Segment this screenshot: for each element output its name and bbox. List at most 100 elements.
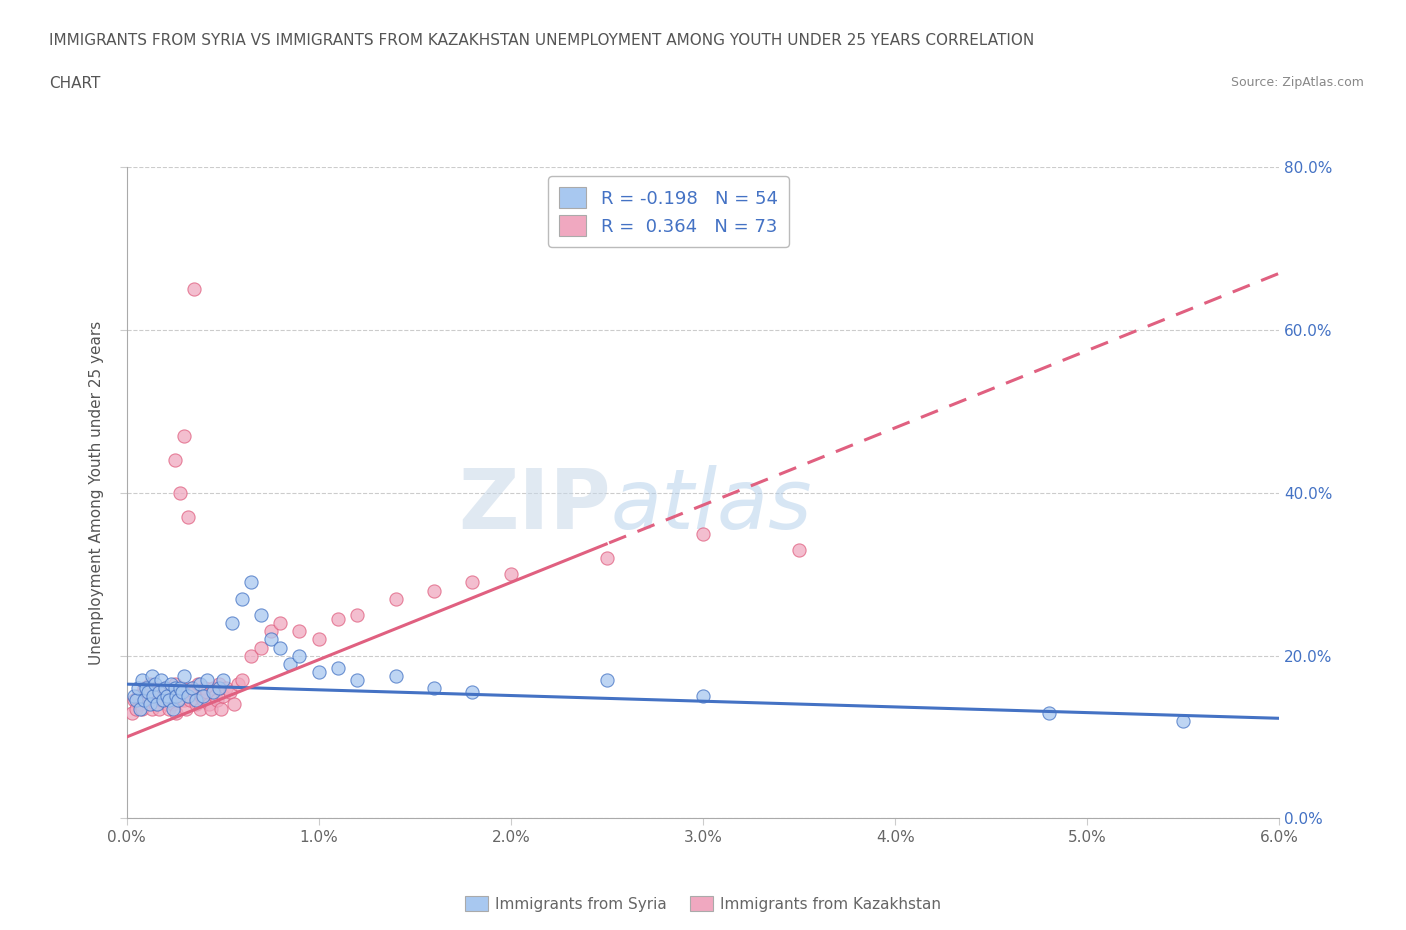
Point xyxy=(499,567,522,582)
Point xyxy=(180,681,202,696)
Point xyxy=(172,681,194,696)
Point xyxy=(384,591,406,606)
Point xyxy=(148,684,170,699)
Point xyxy=(167,693,190,708)
Point xyxy=(211,689,233,704)
Point xyxy=(141,701,163,716)
Point xyxy=(173,669,195,684)
Point xyxy=(167,689,190,704)
Text: CHART: CHART xyxy=(49,76,101,91)
Point xyxy=(129,701,152,716)
Point xyxy=(209,701,232,716)
Point xyxy=(135,681,157,696)
Point xyxy=(157,693,180,708)
Point xyxy=(138,698,160,712)
Point xyxy=(202,681,225,696)
Point xyxy=(169,693,191,708)
Point xyxy=(159,684,181,699)
Point xyxy=(142,689,165,704)
Point xyxy=(131,701,153,716)
Point xyxy=(131,672,153,687)
Point xyxy=(259,624,281,639)
Point xyxy=(224,698,246,712)
Point xyxy=(153,681,176,696)
Legend: R = -0.198   N = 54, R =  0.364   N = 73: R = -0.198 N = 54, R = 0.364 N = 73 xyxy=(548,177,789,247)
Point xyxy=(125,701,148,716)
Point xyxy=(346,672,368,687)
Point xyxy=(204,689,226,704)
Point xyxy=(423,583,446,598)
Point xyxy=(173,693,195,708)
Point xyxy=(226,677,249,692)
Point xyxy=(136,684,159,699)
Point xyxy=(141,669,163,684)
Point xyxy=(692,526,714,541)
Point xyxy=(384,669,406,684)
Point xyxy=(193,689,215,704)
Point xyxy=(198,698,221,712)
Point xyxy=(195,672,218,687)
Point xyxy=(169,485,191,500)
Point xyxy=(142,684,165,699)
Point xyxy=(231,672,253,687)
Point xyxy=(250,640,273,655)
Point xyxy=(177,689,200,704)
Point xyxy=(163,453,186,468)
Text: ZIP: ZIP xyxy=(458,465,610,547)
Point xyxy=(169,681,191,696)
Point xyxy=(129,698,152,712)
Point xyxy=(166,689,188,704)
Point xyxy=(288,624,311,639)
Point xyxy=(208,677,231,692)
Point xyxy=(163,677,186,692)
Point xyxy=(146,681,169,696)
Point xyxy=(183,282,205,297)
Text: IMMIGRANTS FROM SYRIA VS IMMIGRANTS FROM KAZAKHSTAN UNEMPLOYMENT AMONG YOUTH UND: IMMIGRANTS FROM SYRIA VS IMMIGRANTS FROM… xyxy=(49,33,1035,47)
Point xyxy=(159,677,181,692)
Point xyxy=(162,698,184,712)
Point xyxy=(132,681,155,696)
Point xyxy=(326,612,349,627)
Y-axis label: Unemployment Among Youth under 25 years: Unemployment Among Youth under 25 years xyxy=(89,321,104,665)
Point xyxy=(127,689,149,704)
Point xyxy=(461,575,484,590)
Point xyxy=(138,677,160,692)
Point xyxy=(180,681,202,696)
Point xyxy=(121,705,143,720)
Point xyxy=(215,681,238,696)
Point xyxy=(219,684,242,699)
Point xyxy=(184,698,207,712)
Point xyxy=(122,693,145,708)
Point xyxy=(135,689,157,704)
Point xyxy=(122,689,145,704)
Point xyxy=(423,681,446,696)
Point xyxy=(461,684,484,699)
Point xyxy=(132,693,155,708)
Point xyxy=(326,660,349,675)
Point xyxy=(125,693,148,708)
Point xyxy=(208,681,231,696)
Point xyxy=(240,648,263,663)
Point xyxy=(193,693,215,708)
Point xyxy=(269,616,291,631)
Point xyxy=(211,672,233,687)
Point xyxy=(174,701,197,716)
Point xyxy=(166,705,188,720)
Point xyxy=(163,681,186,696)
Point xyxy=(183,684,205,699)
Point xyxy=(136,693,159,708)
Point xyxy=(157,701,180,716)
Point xyxy=(259,632,281,647)
Point xyxy=(1038,705,1060,720)
Point xyxy=(269,640,291,655)
Point xyxy=(194,681,217,696)
Point xyxy=(188,701,211,716)
Point xyxy=(308,632,330,647)
Point xyxy=(145,677,166,692)
Point xyxy=(187,677,209,692)
Point xyxy=(179,693,201,708)
Point xyxy=(152,693,174,708)
Point xyxy=(221,616,243,631)
Point xyxy=(202,684,225,699)
Point xyxy=(596,551,619,565)
